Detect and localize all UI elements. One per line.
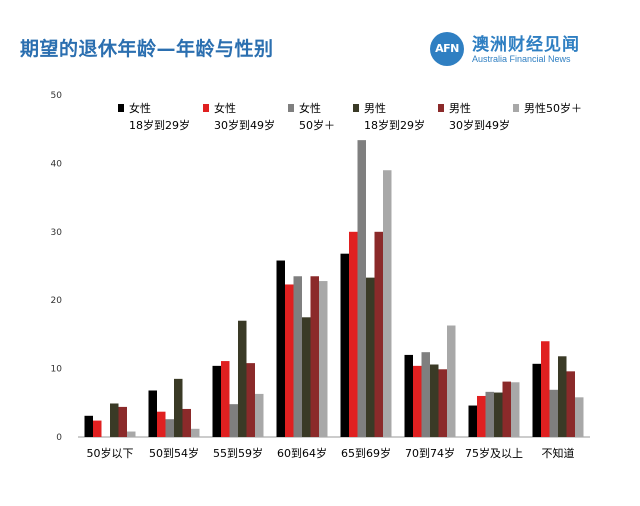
bar-1-4	[182, 408, 191, 437]
bar-7-2	[549, 389, 558, 437]
bar-0-4	[118, 406, 127, 437]
bar-5-2	[421, 352, 430, 437]
bar-2-4	[246, 363, 255, 437]
bar-7-5	[575, 397, 584, 437]
legend-swatch-1	[203, 104, 209, 112]
legend-swatch-5	[513, 104, 519, 112]
bar-2-2	[229, 404, 238, 437]
chart-title: 期望的退休年龄—年龄与性别	[20, 38, 274, 60]
bar-1-3	[174, 378, 183, 437]
bar-1-2	[165, 419, 174, 437]
bar-2-1	[221, 361, 230, 437]
bar-7-4	[566, 371, 575, 437]
legend-label-4: 男性	[449, 101, 471, 115]
legend-swatch-0	[118, 104, 124, 112]
bar-4-2	[357, 140, 366, 438]
bar-0-3	[110, 403, 119, 437]
legend-swatch-3	[353, 104, 359, 112]
bar-6-0	[468, 405, 477, 437]
afn-logo-mark: AFN	[430, 32, 464, 66]
bar-0-1	[93, 420, 102, 437]
legend-sublabel-4: 30岁到49岁	[449, 118, 510, 132]
bar-3-4	[310, 276, 319, 437]
legend-sublabel-2: 50岁＋	[299, 118, 335, 132]
legend-sublabel-1: 30岁到49岁	[214, 118, 275, 132]
bar-5-1	[413, 365, 422, 437]
x-tick-label-1: 50到54岁	[149, 446, 199, 460]
legend-sublabel-0: 18岁到29岁	[129, 118, 190, 132]
bar-3-5	[319, 281, 328, 437]
bar-3-3	[302, 317, 311, 437]
legend: 女性18岁到29岁女性30岁到49岁女性50岁＋男性18岁到29岁男性30岁到4…	[118, 101, 582, 132]
bar-2-0	[212, 365, 221, 437]
bar-3-2	[293, 276, 302, 437]
y-tick-label-5: 50	[51, 91, 63, 101]
bar-5-5	[447, 325, 456, 437]
x-tick-label-5: 70到74岁	[405, 446, 455, 460]
bar-2-5	[255, 393, 264, 437]
bars	[84, 140, 584, 438]
legend-label-2: 女性	[299, 101, 321, 115]
bar-0-5	[127, 431, 136, 437]
bar-7-0	[532, 363, 541, 437]
bar-1-5	[191, 428, 200, 437]
y-tick-label-2: 20	[51, 296, 63, 306]
bar-6-2	[485, 391, 494, 437]
bar-4-3	[366, 277, 375, 437]
legend-swatch-2	[288, 104, 294, 112]
bar-5-0	[404, 354, 413, 437]
legend-sublabel-3: 18岁到29岁	[364, 118, 425, 132]
bar-6-3	[494, 392, 503, 437]
x-tick-label-4: 65到69岁	[341, 446, 391, 460]
x-tick-label-0: 50岁以下	[87, 446, 134, 460]
legend-label-1: 女性	[214, 101, 236, 115]
bar-6-5	[511, 382, 520, 437]
x-tick-label-2: 55到59岁	[213, 446, 263, 460]
logo-name-en: Australia Financial News	[472, 54, 571, 64]
bar-0-0	[84, 415, 93, 437]
bar-6-4	[502, 381, 511, 437]
legend-label-3: 男性	[364, 101, 386, 115]
bar-7-1	[541, 341, 550, 437]
y-tick-label-4: 40	[51, 159, 63, 169]
logo-name-cn: 澳洲财经见闻	[472, 35, 580, 55]
legend-label-5: 男性50岁＋	[524, 101, 582, 115]
bar-1-0	[148, 390, 157, 437]
legend-label-0: 女性	[129, 101, 151, 115]
bar-6-1	[477, 395, 486, 437]
x-tick-label-3: 60到64岁	[277, 446, 327, 460]
bar-4-5	[383, 170, 392, 438]
x-axis-labels: 50岁以下 50到54岁 55到59岁 60到64岁 65到69岁 70到74岁 75岁及以…	[87, 446, 575, 460]
x-tick-label-6: 75岁及以上	[465, 446, 523, 460]
bar-4-0	[340, 253, 349, 437]
bar-5-4	[438, 369, 447, 437]
bar-2-3	[238, 320, 247, 437]
bar-3-0	[276, 260, 285, 437]
bar-3-1	[285, 284, 294, 437]
bar-4-1	[349, 231, 358, 437]
y-tick-label-1: 10	[51, 365, 63, 375]
bar-4-4	[374, 231, 383, 437]
bar-7-3	[558, 356, 567, 437]
y-tick-label-3: 30	[51, 228, 63, 238]
legend-swatch-4	[438, 104, 444, 112]
bar-1-1	[157, 411, 166, 437]
x-tick-label-7: 不知道	[542, 446, 575, 460]
y-tick-label-0: 0	[56, 433, 62, 443]
bar-5-3	[430, 364, 439, 437]
afn-logo: AFN 澳洲财经见闻 Australia Financial News	[430, 30, 620, 70]
